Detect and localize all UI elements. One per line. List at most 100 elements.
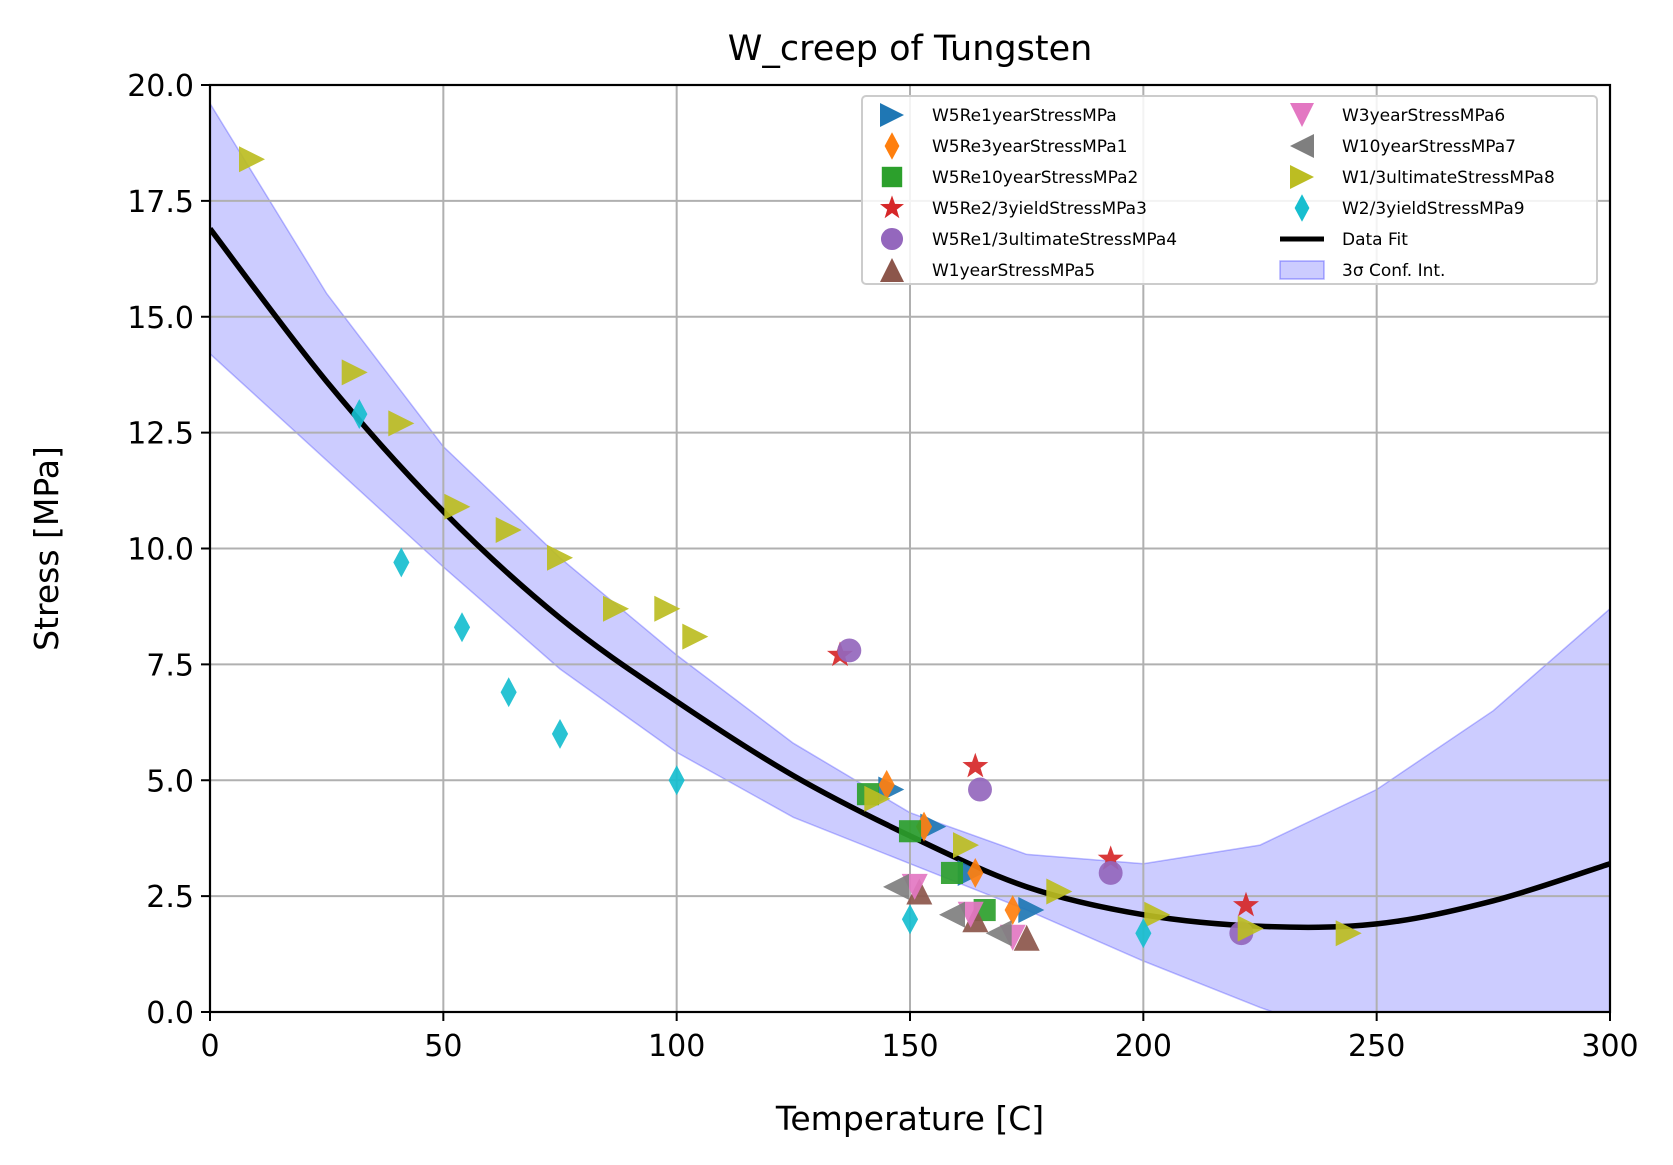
data-point [654, 595, 681, 622]
x-tick-label: 150 [881, 1029, 938, 1064]
legend-label: W2/3yieldStressMPa9 [1342, 199, 1525, 219]
x-tick-label: 200 [1115, 1029, 1172, 1064]
legend-entry: W10yearStressMPa7 [1290, 134, 1516, 158]
legend-label: W10yearStressMPa7 [1342, 137, 1516, 157]
legend-label: W5Re1yearStressMPa [932, 106, 1117, 126]
legend-entry: W5Re1/3ultimateStressMPa4 [880, 227, 1177, 251]
y-tick-label: 2.5 [146, 880, 194, 915]
data-point [239, 146, 265, 173]
data-point [500, 677, 517, 708]
y-tick-label: 12.5 [127, 417, 194, 452]
y-tick-label: 20.0 [127, 69, 194, 104]
y-tick-label: 0.0 [146, 996, 194, 1031]
fit-line [210, 227, 1610, 931]
y-tick-label: 10.0 [127, 533, 194, 568]
data-point [901, 904, 919, 935]
legend-entry: W2/3yieldStressMPa9 [1294, 194, 1525, 222]
legend-entry: W1/3ultimateStressMPa8 [1290, 165, 1555, 189]
fit-layer [210, 227, 1610, 931]
x-axis-label: Temperature [C] [775, 1099, 1044, 1138]
data-point [453, 612, 471, 643]
legend-entry: Data Fit [1280, 230, 1408, 250]
data-point [388, 410, 415, 437]
data-point [985, 920, 1012, 947]
data-point [1135, 918, 1152, 949]
legend-marker [880, 103, 904, 127]
legend-marker [880, 195, 904, 219]
series-9 [351, 399, 1152, 949]
data-point [953, 832, 979, 859]
legend-marker [880, 258, 904, 282]
data-point [603, 595, 629, 622]
x-tick-label: 300 [1581, 1029, 1638, 1064]
data-point [1004, 895, 1021, 925]
data-point [1098, 860, 1123, 885]
x-tick-label: 50 [424, 1029, 462, 1064]
x-axis-ticks: 0 50 100 150 200 250 300 [200, 1012, 1639, 1064]
data-point [668, 765, 685, 796]
series-7 [883, 873, 1012, 947]
y-axis-label: Stress [MPa] [27, 446, 66, 651]
legend-marker [884, 132, 900, 160]
data-point [1233, 891, 1259, 917]
legend-entry: W1yearStressMPa5 [880, 258, 1095, 282]
data-point [962, 906, 989, 933]
data-point [898, 820, 922, 843]
data-point [682, 623, 709, 650]
legend-marker [880, 227, 904, 251]
legend-entry: W5Re3yearStressMPa1 [884, 132, 1128, 160]
legend: W5Re1yearStressMPa W5Re3yearStressMPa1 W5R… [861, 95, 1598, 285]
legend-label: W5Re10yearStressMPa2 [932, 168, 1138, 188]
data-point [341, 359, 368, 386]
data-point [864, 785, 891, 812]
data-point [1237, 915, 1264, 942]
data-point [351, 399, 368, 429]
y-tick-label: 15.0 [127, 301, 194, 336]
y-tick-label: 7.5 [146, 648, 194, 683]
data-point [837, 638, 862, 663]
legend-entry: W5Re2/3yieldStressMPa3 [880, 195, 1147, 219]
y-tick-label: 17.5 [127, 185, 194, 220]
legend-box [861, 95, 1598, 285]
data-point [906, 878, 933, 905]
legend-marker [1294, 194, 1310, 222]
data-point [1144, 901, 1171, 928]
data-point [551, 719, 569, 749]
data-point [444, 493, 471, 520]
legend-entry: W5Re10yearStressMPa2 [881, 166, 1138, 188]
x-tick-label: 0 [200, 1029, 219, 1064]
y-tick-label: 5.0 [146, 764, 194, 799]
data-point [1097, 845, 1124, 871]
legend-entry: 3σ Conf. Int. [1279, 260, 1445, 281]
legend-label: W5Re3yearStressMPa1 [932, 137, 1128, 157]
data-point [1335, 920, 1362, 947]
x-tick-label: 100 [648, 1029, 705, 1064]
legend-label: W1yearStressMPa5 [932, 261, 1095, 281]
plot-area [208, 83, 1612, 1014]
data-point [1013, 924, 1040, 951]
legend-label: W1/3ultimateStressMPa8 [1342, 168, 1555, 188]
chart-title: W_creep of Tungsten [728, 29, 1093, 69]
data-point [1018, 897, 1045, 923]
legend-label: W5Re2/3yieldStressMPa3 [932, 199, 1147, 219]
legend-band-swatch [1279, 260, 1325, 280]
data-point [967, 858, 984, 888]
legend-entry: W3yearStressMPa6 [1290, 103, 1505, 127]
legend-marker [1290, 134, 1314, 158]
legend-entry: W5Re1yearStressMPa [880, 103, 1117, 127]
data-point [393, 547, 410, 578]
legend-marker [1290, 103, 1314, 127]
legend-marker [881, 166, 903, 188]
data-point [547, 544, 573, 571]
legend-label: W5Re1/3ultimateStressMPa4 [932, 230, 1177, 250]
data-point [1046, 878, 1073, 905]
data-point [962, 752, 989, 778]
legend-label: W3yearStressMPa6 [1342, 106, 1505, 126]
data-point [940, 861, 964, 884]
data-point [883, 873, 909, 900]
x-tick-label: 250 [1348, 1029, 1405, 1064]
data-point [968, 777, 992, 802]
legend-label: Data Fit [1342, 230, 1408, 250]
data-point [495, 517, 522, 543]
